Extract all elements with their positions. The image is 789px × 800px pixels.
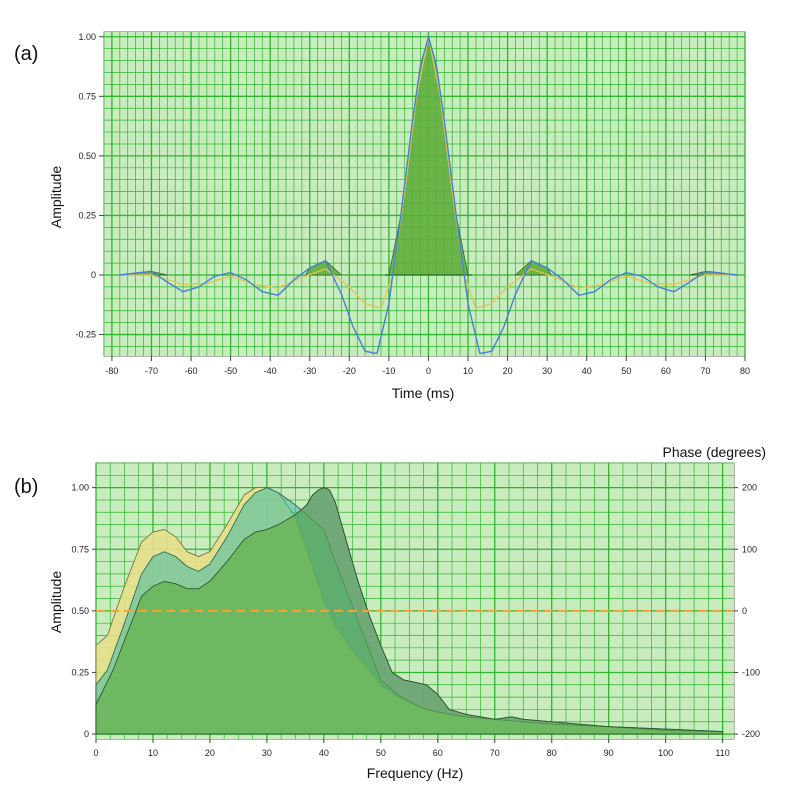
panel-b-y-title: Amplitude: [48, 571, 64, 633]
panel-b-y2-tick-label: 200: [742, 483, 757, 493]
panel-a: (a) -80 -70 -60 -50 -40 -30 -20 -10 0 10 20 30 40 50 6…: [14, 31, 750, 401]
panel-a-x-tick-label: -80: [105, 366, 118, 376]
panel-a-x-tick-label: -20: [343, 366, 356, 376]
panel-a-label: (a): [14, 43, 38, 65]
panel-b-y2-tick-label: -200: [742, 729, 760, 739]
panel-a-x-tick-label: 50: [621, 366, 631, 376]
panel-a-x-tick-label: 0: [426, 366, 431, 376]
panel-b-x-tick-label: 20: [205, 748, 215, 758]
panel-b-x-tick-label: 40: [319, 748, 329, 758]
panel-a-x-tick-label: -50: [224, 366, 237, 376]
panel-b-x-tick-label: 100: [658, 748, 673, 758]
panel-b-x-ticks: 0 10 20 30 40 50 60 70 80 90 100 110: [93, 739, 730, 758]
panel-a-x-tick-label: 40: [582, 366, 592, 376]
panel-a-x-ticks: -80 -70 -60 -50 -40 -30 -20 -10 0 10 20 30 40 50 60 70 8…: [105, 356, 750, 376]
panel-a-lines: [119, 34, 738, 355]
panel-b-x-tick-label: 0: [93, 748, 98, 758]
panel-a-y-tick-label: 0.25: [78, 210, 96, 220]
panel-a-x-tick-label: 70: [700, 366, 710, 376]
panel-b-x-tick-label: 110: [715, 748, 729, 758]
panel-a-x-tick-label: -60: [185, 366, 198, 376]
panel-b-x-tick-label: 60: [433, 748, 443, 758]
panel-a-x-tick-label: 30: [542, 366, 552, 376]
panel-b-y-tick-label: 0.75: [71, 544, 89, 554]
panel-b-x-tick-label: 80: [547, 748, 557, 758]
panel-a-x-tick-label: -70: [145, 366, 158, 376]
panel-b: (b) 0 10 20 30 40 50 60 70 80 90 100 110 00.250.500…: [14, 444, 766, 781]
panel-a-x-tick-label: 80: [740, 366, 750, 376]
panel-b-y-tick-label: 0.50: [71, 606, 89, 616]
panel-a-x-tick-label: 20: [503, 366, 513, 376]
panel-a-y-ticks: -0.25 0 0.25 0.50 0.75 1.00: [75, 32, 104, 340]
panel-b-spectrum-green-overlay: [95, 487, 724, 735]
panel-a-x-tick-label: -30: [303, 366, 316, 376]
panel-b-x-title: Frequency (Hz): [367, 765, 463, 781]
panel-b-y-tick-label: 0.25: [71, 667, 89, 677]
panel-a-x-title: Time (ms): [392, 385, 454, 401]
panel-a-y-tick-label: -0.25: [75, 330, 96, 340]
panel-a-x-tick-label: -10: [382, 366, 395, 376]
panel-b-y-ticks: 0 0.25 0.50 0.75 1.00: [71, 483, 96, 739]
panel-a-x-tick-label: 10: [463, 366, 473, 376]
panel-a-x-tick-label: 60: [661, 366, 671, 376]
panel-a-y-tick-label: 0.50: [78, 151, 96, 161]
panel-b-x-tick-label: 50: [376, 748, 386, 758]
panel-b-y2-title: Phase (degrees): [662, 444, 766, 460]
panel-b-x-tick-label: 70: [490, 748, 500, 758]
panel-a-y-tick-label: 0: [91, 270, 96, 280]
panel-a-y-title: Amplitude: [48, 166, 64, 228]
panel-b-y2-tick-label: -100: [742, 667, 760, 677]
panel-b-y-tick-label: 1.00: [71, 483, 89, 493]
panel-b-y2-ticks: -200 -100 0 100 200: [734, 483, 760, 739]
panel-b-x-tick-label: 30: [262, 748, 272, 758]
panel-b-x-tick-label: 10: [148, 748, 158, 758]
panel-b-fills: [95, 487, 724, 735]
panel-b-label: (b): [14, 476, 38, 498]
panel-a-x-tick-label: -40: [264, 366, 277, 376]
panel-a-series-blue: [119, 34, 738, 355]
panel-b-y-tick-label: 0: [84, 729, 89, 739]
panel-b-y2-tick-label: 100: [742, 544, 757, 554]
panel-a-y-tick-label: 1.00: [78, 32, 96, 42]
panel-b-x-tick-label: 90: [604, 748, 614, 758]
panel-a-y-tick-label: 0.75: [78, 91, 96, 101]
panel-b-y2-tick-label: 0: [742, 606, 747, 616]
